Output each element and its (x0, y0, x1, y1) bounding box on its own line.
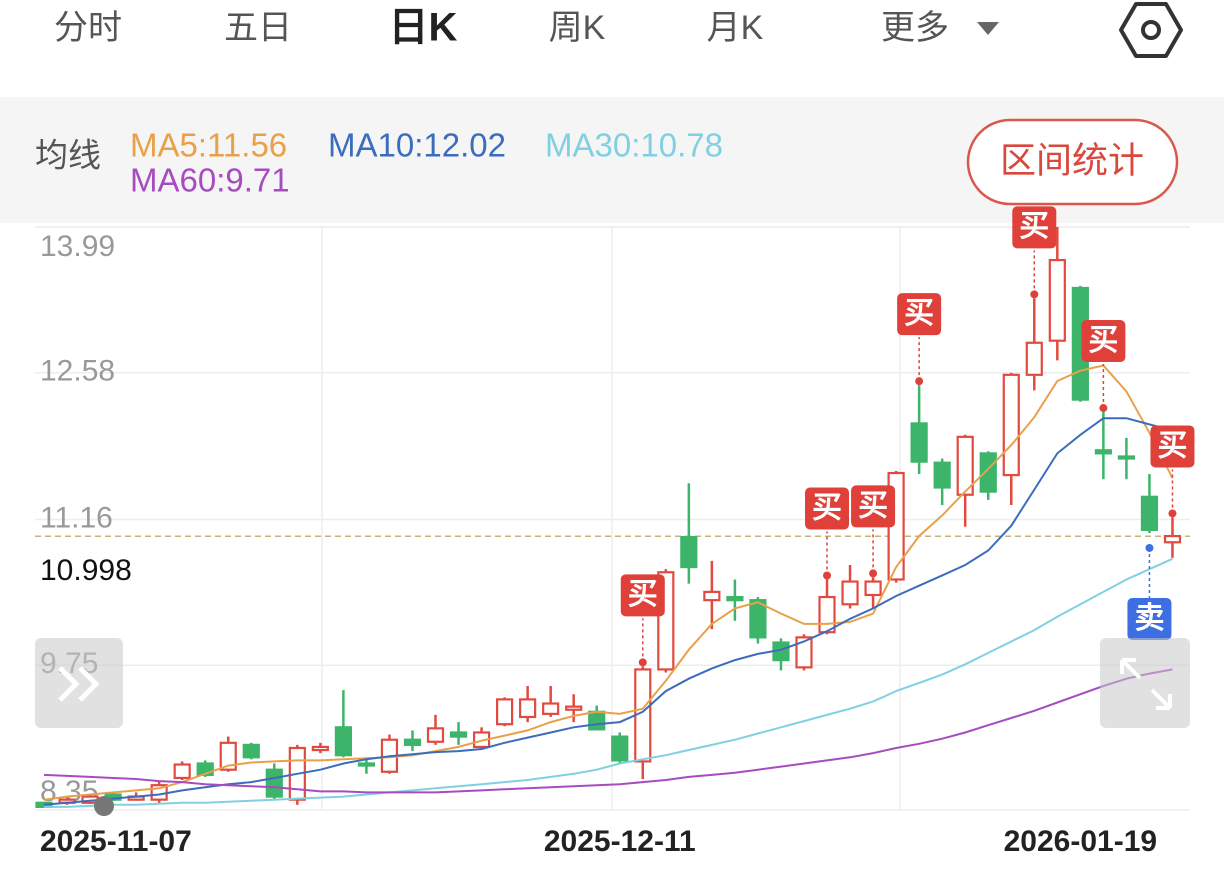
ma-line (43, 364, 1174, 801)
candle-body (1048, 258, 1066, 342)
candle-body (979, 452, 997, 493)
candle-body (634, 668, 652, 763)
range-stats-label[interactable]: 区间统计 (1000, 140, 1144, 181)
ma-line (44, 557, 1173, 808)
settings-icon-center (1141, 20, 1161, 40)
candle-body (1140, 495, 1159, 531)
buy-signal[interactable]: 买 (628, 578, 658, 611)
expand-icon (1120, 658, 1172, 710)
candle-body (519, 698, 537, 719)
dropdown-arrow[interactable] (977, 22, 999, 35)
range-stats-button[interactable] (966, 118, 1179, 206)
sell-signal[interactable]: 卖 (1134, 602, 1164, 635)
candle-body (357, 762, 376, 767)
candle-body (426, 727, 445, 743)
signal-dot (869, 569, 878, 578)
candle-body (265, 768, 283, 798)
candle-body (1094, 449, 1112, 455)
candle-body (795, 636, 813, 669)
candle-body (496, 698, 514, 726)
y-tick-label: 12.58 (40, 355, 115, 388)
fullscreen-bg (1100, 638, 1190, 728)
candle-body (726, 595, 744, 602)
cursor-dot (94, 796, 114, 816)
buy-badge[interactable] (620, 574, 665, 617)
settings-icon (1119, 2, 1183, 58)
buy-signal[interactable]: 买 (1157, 429, 1187, 462)
signal-dot (1099, 404, 1108, 413)
buy-signal[interactable]: 买 (812, 491, 842, 524)
ma-legend: MA60:9.71 (130, 162, 290, 199)
ma-title: 均线 (35, 137, 101, 174)
tab[interactable]: 分时 (54, 9, 122, 47)
buy-badge[interactable] (805, 487, 850, 530)
scroll-left-bg (35, 638, 123, 728)
buy-badge[interactable] (1012, 206, 1057, 249)
buy-badge[interactable] (1081, 320, 1126, 363)
tab[interactable]: 周K (549, 9, 606, 47)
candle-body (680, 536, 698, 569)
candle-body (588, 710, 606, 731)
buy-signal[interactable]: 买 (1019, 210, 1049, 243)
candle-body (749, 599, 767, 639)
buy-signal[interactable]: 买 (904, 297, 934, 330)
candle-body (956, 435, 974, 496)
signal-dot (915, 377, 924, 386)
buy-signal[interactable]: 买 (1088, 324, 1118, 357)
kline-chart: 8.359.7511.1612.5813.9910.998买买买买买买买卖202… (35, 206, 1195, 858)
signal-dot (638, 658, 647, 667)
candle-body (311, 745, 329, 752)
candle-body (703, 590, 721, 602)
candle-body (173, 763, 191, 780)
candle-body (242, 743, 260, 759)
settings-button[interactable] (1119, 2, 1183, 58)
candle-body (611, 735, 629, 762)
candle-body (219, 741, 237, 771)
tab-selected[interactable]: 日K (389, 6, 458, 50)
scroll-left-button[interactable] (35, 638, 123, 728)
sell-badge[interactable] (1127, 597, 1172, 640)
tab[interactable]: 月K (707, 9, 764, 47)
buy-signal[interactable]: 买 (858, 489, 888, 522)
ma-line (43, 417, 1173, 806)
ma-line (43, 668, 1173, 794)
tab[interactable]: 五日 (224, 9, 292, 47)
signal-dot (1030, 290, 1039, 299)
candle-body (449, 731, 468, 738)
price-line-label: 10.998 (40, 554, 132, 587)
x-tick-label: 2026-01-19 (1004, 825, 1157, 858)
chevron (58, 666, 80, 702)
signal-dot (1168, 509, 1177, 518)
buy-badge[interactable] (851, 485, 896, 528)
candle-body (1025, 341, 1043, 376)
candle-body (818, 595, 836, 634)
candle-body (334, 726, 352, 757)
ma-legend: MA30:10.78 (545, 127, 723, 164)
buy-badge[interactable] (897, 293, 942, 336)
y-tick-label: 13.99 (40, 230, 115, 263)
chevron (78, 666, 100, 702)
signal-dot (823, 571, 832, 580)
tab[interactable]: 更多 (881, 9, 949, 47)
candle-body (910, 422, 928, 463)
x-tick-label: 2025-11-07 (40, 825, 192, 858)
x-tick-label: 2025-12-11 (544, 825, 696, 858)
buy-badge[interactable] (1150, 425, 1195, 468)
ma-legend: MA5:11.56 (130, 127, 287, 164)
candle-body (864, 580, 882, 597)
fullscreen-button[interactable] (1100, 638, 1190, 728)
signal-dot (1145, 543, 1154, 552)
candle-body (565, 705, 583, 711)
candle-body (841, 580, 859, 606)
candle-body (1002, 373, 1020, 477)
candle-body (933, 461, 951, 489)
candle-body (542, 702, 560, 715)
candle-body (1117, 455, 1136, 460)
ma-legend: MA10:12.02 (328, 127, 506, 164)
candle-body (1163, 534, 1182, 544)
y-tick-label: 11.16 (40, 501, 113, 534)
candle-body (403, 738, 422, 746)
